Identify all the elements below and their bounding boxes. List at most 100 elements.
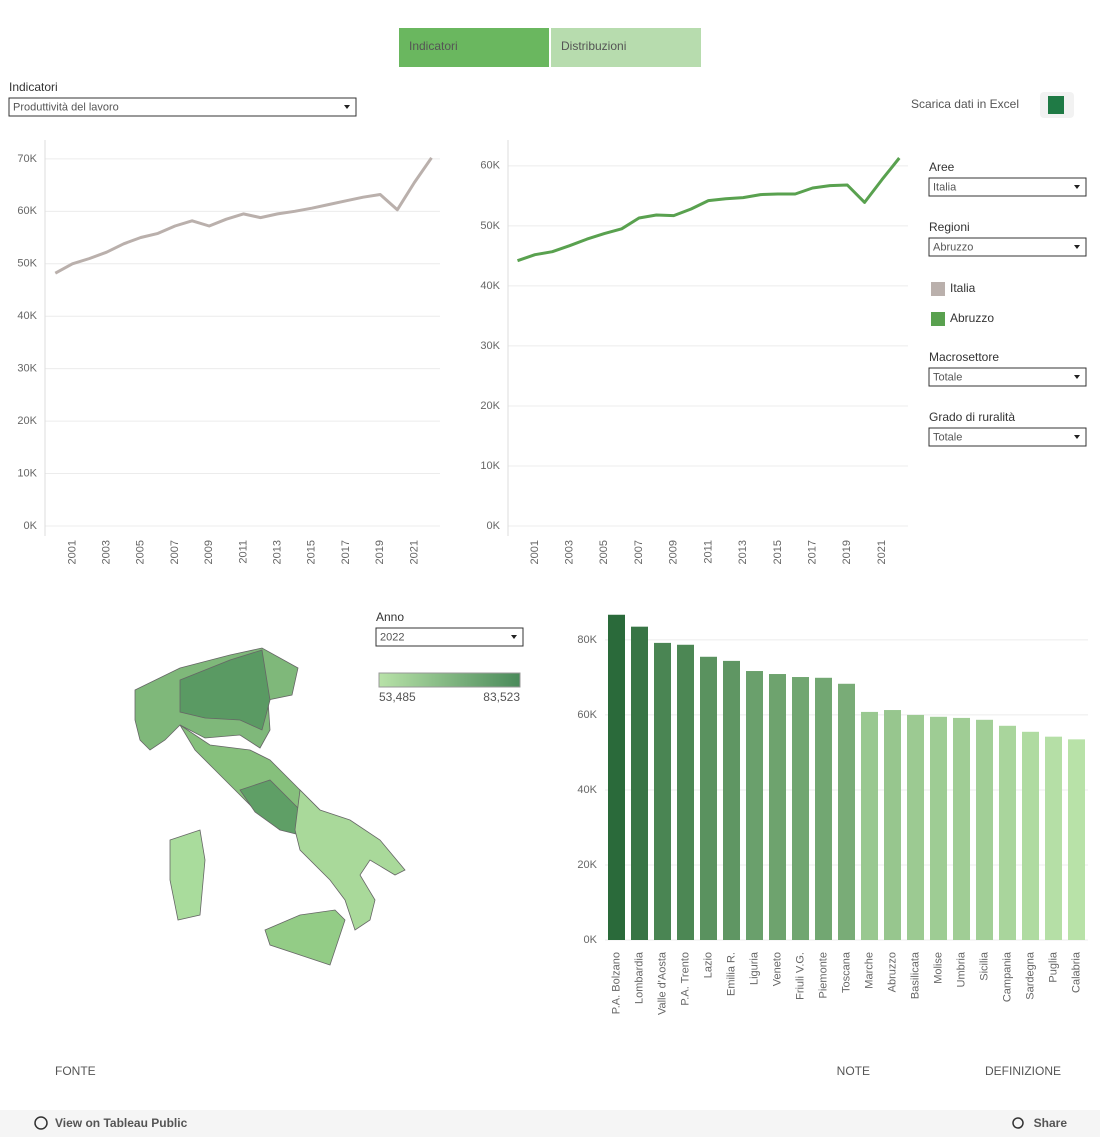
x-tick-label: 2013 bbox=[737, 540, 749, 564]
dropdown-label: Macrosettore bbox=[929, 350, 999, 364]
x-tick-label: 2021 bbox=[876, 540, 888, 564]
dropdown-label: Aree bbox=[929, 160, 955, 174]
y-tick-label: 60K bbox=[17, 205, 37, 217]
bar bbox=[1022, 731, 1039, 940]
y-tick-label: 50K bbox=[17, 258, 37, 270]
y-tick-label: 0K bbox=[584, 934, 598, 946]
y-tick-label: 40K bbox=[17, 310, 37, 322]
bar bbox=[976, 719, 993, 940]
tableau-icon bbox=[34, 1116, 48, 1130]
x-tick-label: 2017 bbox=[806, 540, 818, 564]
bar bbox=[1068, 739, 1085, 940]
bar bbox=[884, 710, 901, 940]
bar bbox=[838, 683, 855, 940]
bar bbox=[815, 677, 832, 940]
x-tick-label: Marche bbox=[863, 952, 875, 989]
bar bbox=[930, 716, 947, 940]
x-tick-label: Molise bbox=[932, 952, 944, 984]
toolbar bbox=[0, 1110, 1100, 1137]
y-tick-label: 20K bbox=[480, 400, 500, 412]
toolbar-share[interactable]: Share bbox=[1034, 1116, 1068, 1130]
x-tick-label: Calabria bbox=[1070, 951, 1082, 993]
x-tick-label: Piemonte bbox=[817, 952, 829, 998]
x-tick-label: 2019 bbox=[841, 540, 853, 564]
x-tick-label: Sicilia bbox=[978, 951, 990, 981]
dropdown-arrow bbox=[1074, 375, 1080, 379]
dropdown[interactable] bbox=[375, 627, 524, 647]
bar bbox=[700, 656, 717, 940]
dropdown[interactable] bbox=[928, 427, 1087, 447]
y-tick-label: 10K bbox=[17, 467, 37, 479]
x-tick-label: 2007 bbox=[633, 540, 645, 564]
tab[interactable] bbox=[551, 28, 701, 67]
x-tick-label: 2021 bbox=[408, 540, 420, 564]
line bbox=[54, 156, 433, 275]
tab-label: Distribuzioni bbox=[561, 39, 626, 53]
y-tick-label: 40K bbox=[577, 784, 597, 796]
y-tick-label: 70K bbox=[17, 153, 37, 165]
dropdown-value: Totale bbox=[933, 431, 962, 443]
excel-icon[interactable] bbox=[1040, 92, 1074, 118]
bar bbox=[654, 642, 671, 940]
x-tick-label: Sardegna bbox=[1024, 951, 1036, 1000]
footer-link[interactable]: DEFINIZIONE bbox=[985, 1064, 1061, 1078]
x-tick-label: 2011 bbox=[702, 540, 714, 564]
y-tick-label: 30K bbox=[480, 340, 500, 352]
legend-swatch bbox=[931, 282, 945, 296]
x-tick-label: 2001 bbox=[66, 540, 78, 564]
map-region bbox=[169, 829, 206, 921]
dropdown-label: Grado di ruralità bbox=[929, 410, 1015, 424]
legend-min: 53,485 bbox=[379, 690, 416, 704]
bar bbox=[999, 725, 1016, 940]
y-tick-label: 60K bbox=[480, 160, 500, 172]
dropdown[interactable] bbox=[928, 367, 1087, 387]
y-tick-label: 20K bbox=[17, 415, 37, 427]
dropdown-arrow bbox=[1074, 435, 1080, 439]
x-tick-label: 2007 bbox=[169, 540, 181, 564]
dropdown[interactable] bbox=[8, 97, 357, 117]
footer-link[interactable]: NOTE bbox=[837, 1064, 870, 1078]
y-tick-label: 0K bbox=[487, 520, 501, 532]
x-tick-label: 2009 bbox=[668, 540, 680, 564]
map-region bbox=[264, 909, 346, 966]
x-tick-label: Friuli V.G. bbox=[794, 952, 806, 1000]
dropdown-value: Totale bbox=[933, 371, 962, 383]
x-tick-label: 2019 bbox=[374, 540, 386, 564]
x-tick-label: Lombardia bbox=[633, 951, 645, 1004]
toolbar-view[interactable]: View on Tableau Public bbox=[55, 1116, 188, 1130]
dropdown[interactable] bbox=[928, 177, 1087, 197]
x-tick-label: 2017 bbox=[340, 540, 352, 564]
dropdown-label: Indicatori bbox=[9, 80, 58, 94]
y-tick-label: 50K bbox=[480, 220, 500, 232]
x-tick-label: P.A. Trento bbox=[679, 952, 691, 1006]
x-tick-label: 2011 bbox=[237, 540, 249, 564]
share-icon bbox=[1012, 1117, 1024, 1129]
x-tick-label: 2013 bbox=[271, 540, 283, 564]
tab[interactable] bbox=[399, 28, 549, 67]
bar bbox=[631, 626, 648, 940]
y-tick-label: 0K bbox=[24, 520, 38, 532]
bar bbox=[792, 677, 809, 940]
x-tick-label: Basilicata bbox=[909, 951, 921, 999]
dropdown-label: Regioni bbox=[929, 220, 970, 234]
download-link[interactable]: Scarica dati in Excel bbox=[911, 97, 1019, 111]
dropdown-value: Produttività del lavoro bbox=[13, 101, 119, 113]
dropdown[interactable] bbox=[928, 237, 1087, 257]
dropdown-arrow bbox=[1074, 185, 1080, 189]
x-tick-label: Valle d'Aosta bbox=[656, 951, 668, 1015]
bar bbox=[1045, 736, 1062, 940]
map-region bbox=[294, 789, 406, 931]
x-tick-label: Toscana bbox=[840, 951, 852, 993]
x-tick-label: 2015 bbox=[306, 540, 318, 564]
dropdown-arrow bbox=[1074, 245, 1080, 249]
dropdown-value: Abruzzo bbox=[933, 241, 973, 253]
dropdown-label: Anno bbox=[376, 610, 404, 624]
line bbox=[517, 157, 901, 263]
dropdown-value: Italia bbox=[933, 181, 957, 193]
footer-link[interactable]: FONTE bbox=[55, 1064, 96, 1078]
x-tick-label: Veneto bbox=[771, 952, 783, 986]
x-tick-label: Emilia R. bbox=[725, 952, 737, 996]
map bbox=[134, 647, 406, 966]
dropdown-value: 2022 bbox=[380, 631, 404, 643]
y-tick-label: 80K bbox=[577, 634, 597, 646]
